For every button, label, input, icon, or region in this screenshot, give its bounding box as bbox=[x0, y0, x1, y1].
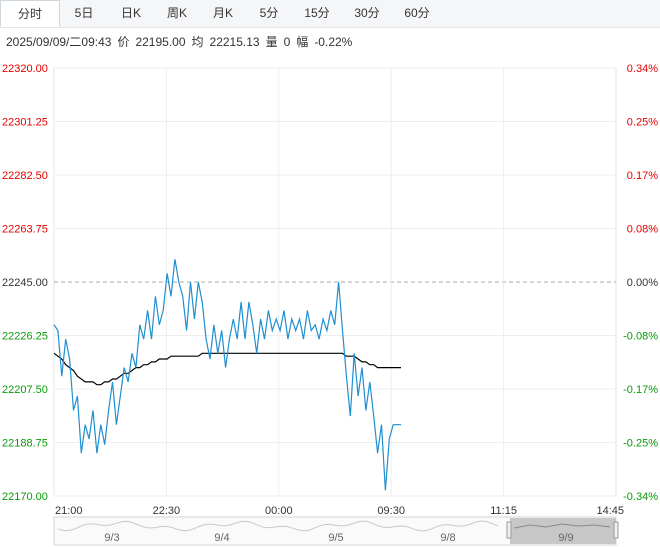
average-price-line bbox=[53, 352, 401, 386]
tab-intraday[interactable]: 分时 bbox=[0, 0, 60, 27]
y-percent-tick-label: -0.25% bbox=[623, 438, 658, 450]
y-tick-label: 22188.75 bbox=[2, 438, 48, 450]
x-tick-label: 22:30 bbox=[153, 505, 181, 517]
chart-lines bbox=[53, 259, 401, 491]
range-navigator: 9/3 9/4 9/5 9/8 9/9 bbox=[53, 516, 619, 546]
navigator-date-label: 9/8 bbox=[440, 532, 455, 544]
volume-value: 0 bbox=[283, 35, 291, 49]
percent-axis-labels: 0.34% 0.25% 0.17% 0.08% 0.00% -0.08% -0.17% -0.… bbox=[623, 63, 658, 503]
x-tick-label: 21:00 bbox=[55, 505, 83, 517]
quote-datetime: 2025/09/09/二09:43 bbox=[6, 35, 112, 49]
y-percent-tick-label: 0.25% bbox=[627, 117, 658, 129]
navigator-date-label: 9/3 bbox=[104, 532, 119, 544]
y-percent-tick-label: -0.17% bbox=[623, 384, 658, 396]
change-label: 幅 bbox=[296, 35, 309, 49]
y-tick-label: 22226.25 bbox=[2, 331, 48, 343]
navigator-selection-sparkline bbox=[513, 523, 611, 529]
tab-weekly-k[interactable]: 周K bbox=[166, 6, 187, 20]
y-percent-tick-label: -0.08% bbox=[623, 331, 658, 343]
volume-label: 量 bbox=[265, 35, 278, 49]
avg-label: 均 bbox=[191, 35, 204, 49]
x-tick-label: 00:00 bbox=[265, 505, 293, 517]
tab-daily-k[interactable]: 日K bbox=[120, 6, 141, 20]
tab-5day[interactable]: 5日 bbox=[74, 6, 94, 20]
tab-monthly-k[interactable]: 月K bbox=[212, 6, 233, 20]
time-axis-labels: 21:00 22:30 00:00 09:30 11:15 14:45 bbox=[55, 505, 624, 517]
y-tick-label: 22207.50 bbox=[2, 384, 48, 396]
y-tick-label: 22282.50 bbox=[2, 170, 48, 182]
tab-30min[interactable]: 30分 bbox=[354, 6, 380, 20]
tab-15min[interactable]: 15分 bbox=[304, 6, 330, 20]
tab-5min[interactable]: 5分 bbox=[259, 6, 279, 20]
price-axis-labels: 22320.00 22301.25 22282.50 22263.75 22245.00… bbox=[2, 63, 48, 503]
y-tick-label: 22320.00 bbox=[2, 63, 48, 75]
navigator-left-handle[interactable] bbox=[506, 521, 512, 539]
navigator-selection bbox=[510, 518, 616, 544]
avg-value: 22215.13 bbox=[209, 35, 260, 49]
chart-grid bbox=[53, 67, 617, 497]
navigator-date-label: 9/4 bbox=[214, 532, 229, 544]
y-tick-label: 22170.00 bbox=[2, 491, 48, 503]
y-percent-tick-label: 0.34% bbox=[627, 63, 658, 75]
x-tick-label: 09:30 bbox=[377, 505, 405, 517]
y-percent-tick-label: 0.17% bbox=[627, 170, 658, 182]
price-label: 价 bbox=[117, 35, 130, 49]
y-tick-label: 22301.25 bbox=[2, 117, 48, 129]
y-tick-label: 22263.75 bbox=[2, 224, 48, 236]
y-percent-tick-label: 0.08% bbox=[627, 224, 658, 236]
x-tick-label: 11:15 bbox=[490, 505, 517, 517]
change-value: -0.22% bbox=[314, 35, 353, 49]
y-percent-tick-label: -0.34% bbox=[623, 491, 658, 503]
y-percent-tick-label: 0.00% bbox=[627, 277, 658, 289]
x-tick-label: 14:45 bbox=[596, 505, 624, 517]
y-tick-label: 22245.00 bbox=[2, 277, 48, 289]
price-value: 22195.00 bbox=[135, 35, 186, 49]
price-line bbox=[53, 259, 401, 491]
navigator-sparkline bbox=[57, 520, 499, 532]
navigator-right-handle[interactable] bbox=[613, 521, 619, 539]
navigator-date-label: 9/9 bbox=[558, 532, 573, 544]
navigator-date-label: 9/5 bbox=[328, 532, 343, 544]
quote-info-bar: 2025/09/09/二09:43 价 22195.00 均 22215.13 量 0 幅 -0… bbox=[6, 33, 358, 50]
period-tabs: 分时 5日 日K 周K 月K 5分 15分 30分 60分 bbox=[0, 0, 660, 28]
tab-60min[interactable]: 60分 bbox=[404, 6, 430, 20]
